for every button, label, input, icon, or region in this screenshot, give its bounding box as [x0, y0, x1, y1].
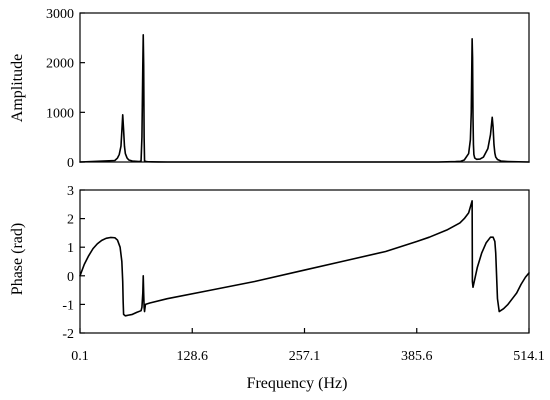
amplitude-y-tick-label: 3000 [46, 7, 74, 22]
amplitude-series-line [79, 34, 530, 163]
phase-y-tick-label: 0 [67, 270, 74, 285]
phase-y-tick-label: 1 [67, 241, 74, 256]
amplitude-panel: 0 1000 2000 3000 [46, 7, 530, 171]
phase-plot-frame [79, 189, 530, 334]
frequency-x-tick-label: 385.6 [401, 349, 433, 364]
phase-series-line [79, 200, 530, 317]
phase-axis-label: Phase (rad) [9, 223, 26, 295]
phase-y-tick-label: -2 [62, 327, 74, 342]
phase-y-tick-label: 3 [67, 184, 74, 199]
frequency-x-tick-label: 128.6 [177, 349, 209, 364]
amplitude-y-tick-label: 0 [67, 156, 74, 171]
phase-y-tick-label: 2 [67, 213, 74, 228]
frequency-axis-label: Frequency (Hz) [247, 375, 348, 392]
frequency-x-tick-label: 0.1 [71, 349, 89, 364]
amplitude-y-tick-label: 1000 [46, 106, 74, 121]
amplitude-axis-label: Amplitude [9, 54, 26, 122]
frequency-x-tick-label: 257.1 [289, 349, 321, 364]
amplitude-plot-frame [79, 12, 530, 163]
phase-panel: -2 -1 0 1 2 3 0.1 128.6 257.1 385.6 514.1 [62, 184, 544, 364]
frequency-x-tick-label: 514.1 [513, 349, 545, 364]
phase-y-tick-label: -1 [62, 298, 74, 313]
amplitude-y-tick-label: 2000 [46, 57, 74, 72]
